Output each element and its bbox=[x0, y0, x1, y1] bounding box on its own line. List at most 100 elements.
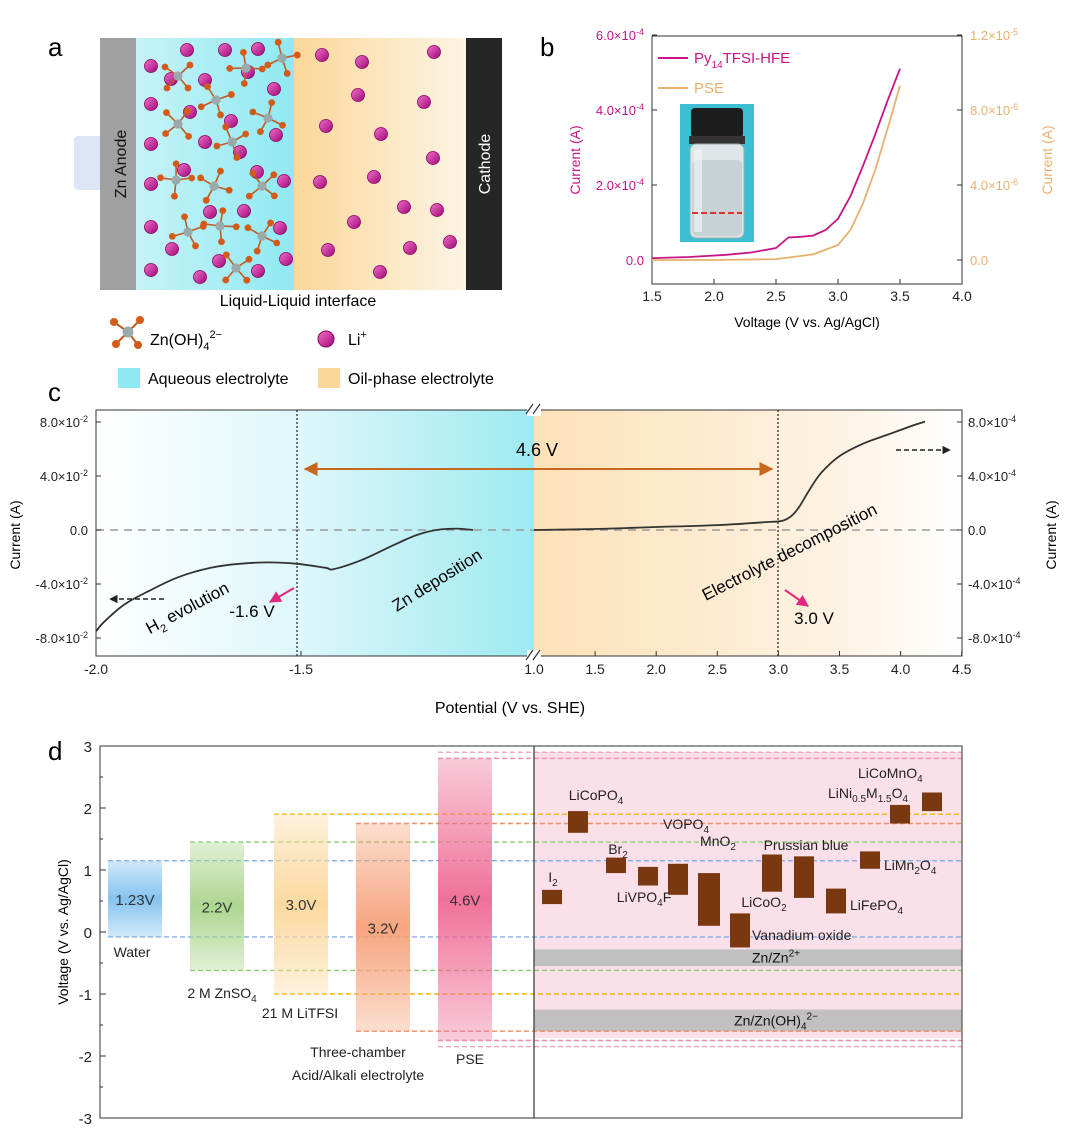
aqueous-label: Aqueous electrolyte bbox=[148, 371, 289, 388]
y-tick-left-label: -8.0×10-2 bbox=[36, 630, 88, 646]
li-label: Li+ bbox=[348, 329, 367, 349]
zincate-label: Zn(OH)42− bbox=[150, 329, 222, 353]
material-label: Prussian blue bbox=[764, 837, 849, 853]
right-limit-label: 3.0 V bbox=[794, 609, 834, 628]
y-tick-label: -2 bbox=[79, 1049, 92, 1066]
zincate-molecule bbox=[249, 99, 286, 136]
zincate-molecule bbox=[197, 167, 233, 204]
y-tick-right-label: 1.2×10-5 bbox=[970, 27, 1018, 43]
material-label: LiMn2O4 bbox=[884, 857, 937, 877]
oxygen-atom bbox=[184, 84, 192, 92]
plot-b-axes: 1.5 2.0 2.5 3.0 3.5 4.0 0.0 2.0×10-4 4.0×10-4 6.0… bbox=[596, 27, 1018, 304]
x-tick-label: 2.0 bbox=[646, 661, 666, 677]
li-ion bbox=[355, 55, 369, 69]
window-label: 4.6 V bbox=[516, 440, 558, 460]
li-ion bbox=[144, 177, 158, 191]
oxygen-atom bbox=[218, 238, 225, 246]
li-ion bbox=[180, 43, 194, 57]
y-tick-right-label: 0.0 bbox=[970, 253, 988, 268]
y-tick-label: 0 bbox=[84, 925, 92, 942]
material-label: LiCoMnO4 bbox=[858, 765, 923, 785]
li-ion bbox=[347, 215, 361, 229]
oil-swatch bbox=[318, 368, 340, 388]
oxygen-atom bbox=[222, 123, 230, 131]
oxygen-atom bbox=[233, 154, 241, 161]
li-ion bbox=[144, 97, 158, 111]
oxygen-atom bbox=[192, 242, 199, 250]
material-label: MnO2 bbox=[700, 833, 736, 853]
y-tick-left-label: 4.0×10-2 bbox=[40, 468, 88, 484]
interface-label: Liquid-Liquid interface bbox=[220, 293, 377, 310]
y-tick-label: 2 bbox=[84, 801, 92, 818]
li-ion bbox=[273, 221, 287, 235]
window-name-label: Water bbox=[114, 944, 151, 960]
oxygen-atom bbox=[273, 239, 281, 247]
oxygen-atom bbox=[232, 223, 240, 231]
electrode-label: Zn/Zn2+ bbox=[752, 949, 800, 966]
zn-anode-label: Zn Anode bbox=[113, 130, 130, 199]
li-ion bbox=[430, 203, 444, 217]
panel-d: d Zn/Zn2+ Zn/Zn(OH)42− 1.23V Water 2.2V 2 M … bbox=[48, 736, 963, 1128]
x-tick-label: -2.0 bbox=[84, 661, 108, 677]
oxygen-atom bbox=[240, 80, 248, 87]
x-tick-label: 3.5 bbox=[890, 288, 910, 304]
li-ion bbox=[198, 135, 212, 149]
zinc-atom bbox=[211, 95, 221, 105]
li-ion bbox=[367, 170, 381, 184]
cathode-label: Cathode bbox=[477, 134, 494, 195]
li-ion bbox=[203, 205, 217, 219]
legend-pse: PSE bbox=[694, 80, 724, 97]
material-label: LiCoO2 bbox=[741, 894, 787, 914]
series-line-py14 bbox=[651, 68, 901, 259]
oxygen-atom bbox=[249, 108, 257, 116]
series-line-aqueous bbox=[95, 527, 474, 632]
series-line-oil bbox=[533, 420, 926, 531]
zinc-atom bbox=[277, 53, 287, 63]
zinc-atom bbox=[257, 181, 267, 191]
y-tick-label: 1 bbox=[84, 863, 92, 880]
oil-label: Oil-phase electrolyte bbox=[348, 371, 494, 388]
oxygen-atom bbox=[258, 65, 266, 73]
plot-c-ylabel-left: Current (A) bbox=[7, 500, 23, 569]
plot-c-xlabel: Potential (V vs. SHE) bbox=[435, 700, 585, 717]
electrode-bands: Zn/Zn2+ Zn/Zn(OH)42− bbox=[534, 949, 962, 1032]
oxygen-atom bbox=[162, 130, 170, 137]
oxygen-atom bbox=[226, 65, 234, 72]
window-bar bbox=[108, 860, 162, 937]
aqueous-band bbox=[96, 410, 534, 656]
panel-b: b 1.5 2.0 2.5 3.0 3.5 4.0 0.0 2.0×10-4 4.0×10-4 6… bbox=[540, 27, 1055, 330]
oxygen-atom bbox=[242, 130, 250, 138]
li-ion bbox=[144, 220, 158, 234]
y-tick-right-label: 0.0 bbox=[968, 523, 986, 538]
y-tick-right-label: -8.0×10-4 bbox=[968, 630, 1020, 646]
zinc-atom bbox=[263, 113, 273, 123]
window-name-label: Acid/Alkali electrolyte bbox=[292, 1067, 424, 1083]
li-ion bbox=[165, 242, 179, 256]
oxygen-atom bbox=[240, 48, 247, 56]
zincate-molecule bbox=[264, 38, 301, 77]
li-ion bbox=[374, 127, 388, 141]
y-tick-label: -3 bbox=[79, 1111, 92, 1128]
panel-c: c -2.0 -1.5 1.0 1.5 2.0 2.5 3.0 3.5 4.0 4.5 8.0×10… bbox=[7, 377, 1059, 717]
zinc-atom bbox=[183, 227, 193, 237]
oxygen-atom bbox=[171, 192, 178, 200]
oxygen-atom bbox=[283, 70, 291, 77]
li-ion bbox=[212, 254, 226, 268]
window-name-label: Three-chamber bbox=[310, 1044, 406, 1060]
panel-label-d: d bbox=[48, 736, 62, 766]
material-label: LiNi0.5M1.5O4 bbox=[828, 785, 909, 805]
oxygen-atom bbox=[184, 107, 191, 115]
x-tick-label: 2.5 bbox=[766, 288, 786, 304]
window-bar bbox=[438, 758, 492, 1041]
li-ion bbox=[397, 200, 411, 214]
y-tick-right-label: 4.0×10-4 bbox=[968, 468, 1016, 484]
axis-break-top bbox=[525, 403, 541, 416]
oxygen-atom bbox=[225, 186, 233, 194]
material-label: LiCoPO4 bbox=[569, 787, 624, 807]
zincate-molecule bbox=[197, 83, 235, 119]
li-ion bbox=[251, 42, 265, 56]
plot-b-ylabel-right: Current (A) bbox=[1039, 125, 1055, 194]
y-tick-left-label: 0.0 bbox=[626, 253, 644, 268]
x-tick-label: -1.5 bbox=[289, 661, 313, 677]
oxygen-atom bbox=[188, 174, 196, 182]
